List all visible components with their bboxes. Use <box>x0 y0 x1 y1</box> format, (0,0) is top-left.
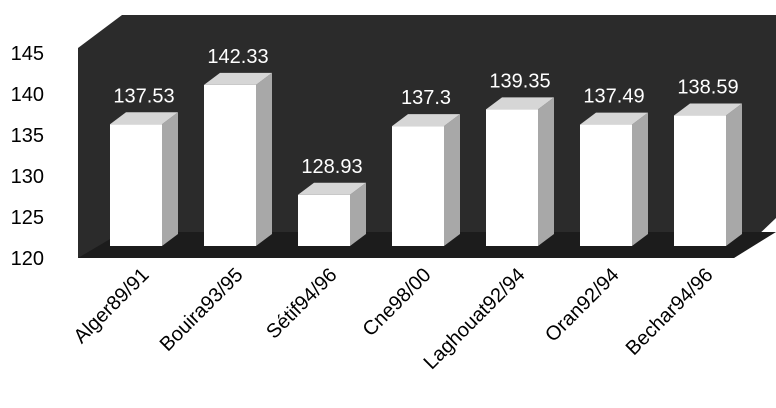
x-category-label: Bechar94/96 <box>622 264 718 360</box>
x-category-label: Sétif94/96 <box>262 264 341 343</box>
y-tick-label: 130 <box>11 166 44 188</box>
bar-side <box>538 97 554 246</box>
bar-side <box>726 103 742 246</box>
data-label: 139.35 <box>489 70 550 92</box>
y-tick-label: 140 <box>11 84 44 106</box>
data-label: 137.3 <box>401 87 451 109</box>
x-axis-category-labels: Alger89/91 Bouira93/95 Sétif94/96 Cne98/00L… <box>70 264 718 374</box>
bar <box>110 112 178 246</box>
bar <box>580 112 648 246</box>
bar-front <box>204 84 256 246</box>
bar <box>392 114 460 246</box>
x-category-label: Cne98/00 <box>359 264 436 341</box>
x-category-label: Bouira93/95 <box>156 264 248 356</box>
data-label: 142.33 <box>207 46 268 68</box>
bar <box>674 103 742 246</box>
bar-top <box>674 103 742 116</box>
y-tick-label: 135 <box>11 125 44 147</box>
bar-side <box>444 114 460 246</box>
bar-top <box>392 114 460 127</box>
y-tick-label: 120 <box>11 248 44 270</box>
x-category-label: Laghouat92/94 <box>420 264 530 374</box>
bar-top <box>298 182 366 195</box>
bar-side <box>256 72 272 246</box>
bar-front <box>110 124 162 246</box>
bar-front <box>392 126 444 246</box>
bar-top <box>204 72 272 85</box>
x-category-label: Alger89/91 <box>70 264 154 348</box>
data-label: 137.49 <box>583 86 644 108</box>
bars <box>110 72 742 246</box>
bar <box>204 72 272 246</box>
bar-side <box>162 112 178 246</box>
bar-side <box>350 182 366 246</box>
bar-top <box>486 97 554 110</box>
bar <box>486 97 554 246</box>
bar-front <box>580 124 632 246</box>
bar-side <box>632 112 648 246</box>
data-label: 137.53 <box>113 85 174 107</box>
data-label: 138.59 <box>677 77 738 99</box>
bar-front <box>486 109 538 246</box>
x-category-label: Oran92/94 <box>541 264 623 346</box>
bar <box>298 182 366 246</box>
y-axis-tick-labels: 120 125 130 135 140 145 <box>11 43 44 270</box>
bar-front <box>298 194 350 246</box>
bar-front <box>674 115 726 246</box>
y-tick-label: 125 <box>11 207 44 229</box>
y-tick-label: 145 <box>11 43 44 65</box>
bar-top <box>580 112 648 125</box>
data-label: 128.93 <box>301 156 362 178</box>
bar-top <box>110 112 178 125</box>
data-labels: 137.53 142.33 128.93 137.3 139.35 137.49 138.5… <box>113 46 738 178</box>
